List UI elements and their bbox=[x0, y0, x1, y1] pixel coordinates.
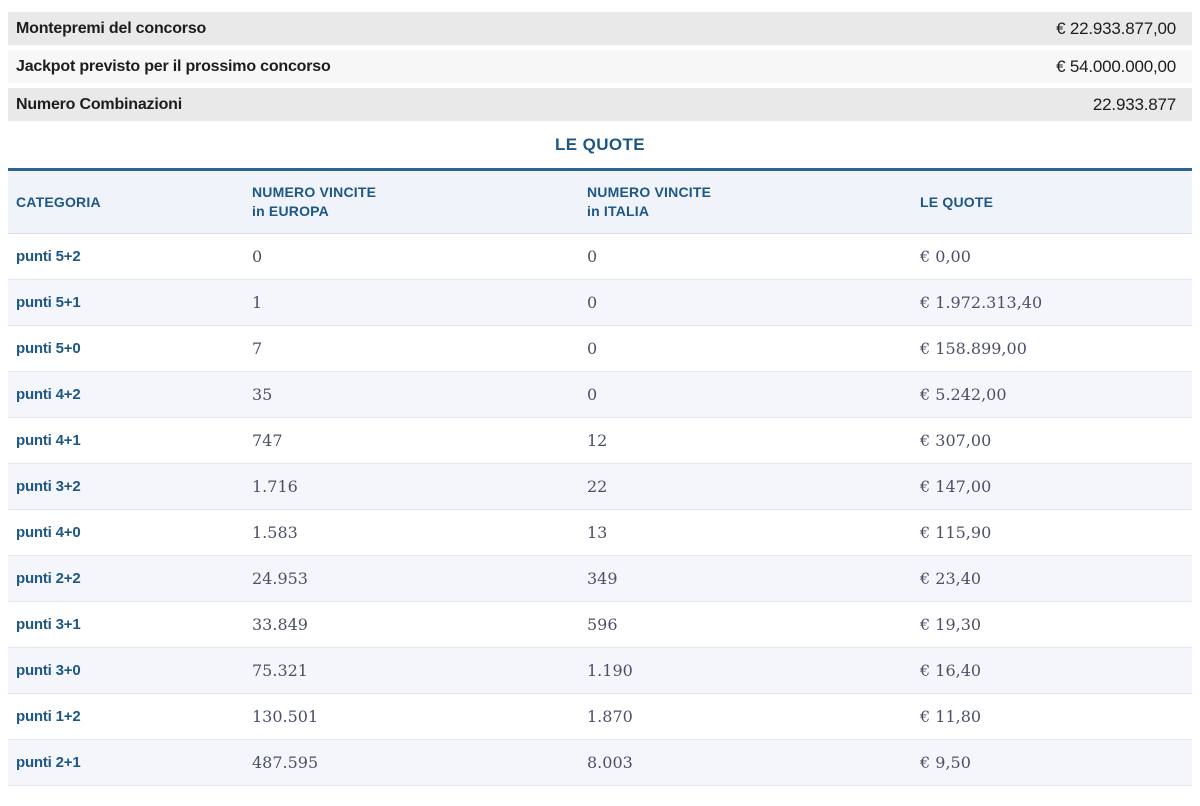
wins-europe-value: 487.595 bbox=[244, 739, 579, 786]
wins-europe-value: 747 bbox=[244, 417, 579, 464]
category-label: punti 3+1 bbox=[8, 601, 244, 648]
category-label: punti 5+2 bbox=[8, 233, 244, 280]
summary-row: Montepremi del concorso € 22.933.877,00 bbox=[8, 12, 1192, 45]
column-header-label: CATEGORIA bbox=[16, 193, 101, 210]
wins-europe-value: 1.716 bbox=[244, 463, 579, 510]
wins-europe-value: 75.321 bbox=[244, 647, 579, 694]
wins-europe-value: 1 bbox=[244, 279, 579, 326]
wins-italy-value: 1.190 bbox=[579, 647, 912, 694]
wins-europe-value: 24.953 bbox=[244, 555, 579, 602]
category-label: punti 4+0 bbox=[8, 509, 244, 556]
category-label: punti 5+0 bbox=[8, 325, 244, 372]
table-row: punti 1+2 130.501 1.870 € 11,80 bbox=[8, 693, 1192, 740]
table-row: punti 3+2 1.716 22 € 147,00 bbox=[8, 463, 1192, 510]
column-header-label: NUMERO VINCITE bbox=[587, 184, 712, 200]
wins-italy-value: 0 bbox=[579, 279, 912, 326]
quote-value: € 147,00 bbox=[912, 463, 1192, 510]
column-header-vincite-europa: NUMERO VINCITE in EUROPA bbox=[244, 169, 579, 234]
summary-value: 22.933.877 bbox=[1092, 94, 1176, 114]
category-label: punti 3+0 bbox=[8, 647, 244, 694]
summary-label: Numero Combinazioni bbox=[16, 95, 182, 113]
wins-italy-value: 349 bbox=[579, 555, 912, 602]
column-header-sublabel: in EUROPA bbox=[252, 203, 329, 219]
category-label: punti 1+2 bbox=[8, 693, 244, 740]
column-header-le-quote: LE QUOTE bbox=[912, 169, 1192, 234]
category-label: punti 4+1 bbox=[8, 417, 244, 464]
column-header-label: NUMERO VINCITE bbox=[252, 184, 377, 200]
quote-table: CATEGORIA NUMERO VINCITE in EUROPA NUMER… bbox=[8, 168, 1192, 786]
quote-value: € 23,40 bbox=[912, 555, 1192, 602]
section-title: LE QUOTE bbox=[554, 135, 646, 154]
wins-italy-value: 22 bbox=[579, 463, 912, 510]
column-header-sublabel: in ITALIA bbox=[587, 203, 650, 219]
table-row: punti 4+0 1.583 13 € 115,90 bbox=[8, 509, 1192, 556]
category-label: punti 2+2 bbox=[8, 555, 244, 602]
category-label: punti 2+1 bbox=[8, 739, 244, 786]
wins-europe-value: 35 bbox=[244, 371, 579, 418]
quote-value: € 307,00 bbox=[912, 417, 1192, 464]
table-row: punti 4+2 35 0 € 5.242,00 bbox=[8, 371, 1192, 418]
table-row: punti 2+1 487.595 8.003 € 9,50 bbox=[8, 739, 1192, 786]
wins-italy-value: 0 bbox=[579, 325, 912, 372]
summary-label: Jackpot previsto per il prossimo concors… bbox=[16, 57, 331, 75]
summary-value: € 22.933.877,00 bbox=[1056, 18, 1176, 38]
table-row: punti 5+2 0 0 € 0,00 bbox=[8, 233, 1192, 280]
wins-europe-value: 0 bbox=[244, 233, 579, 280]
summary-label: Montepremi del concorso bbox=[16, 19, 207, 37]
quote-value: € 158.899,00 bbox=[912, 325, 1192, 372]
wins-italy-value: 13 bbox=[579, 509, 912, 556]
category-label: punti 3+2 bbox=[8, 463, 244, 510]
table-row: punti 4+1 747 12 € 307,00 bbox=[8, 417, 1192, 464]
column-header-vincite-italia: NUMERO VINCITE in ITALIA bbox=[579, 169, 912, 234]
quote-value: € 11,80 bbox=[912, 693, 1192, 740]
quote-value: € 0,00 bbox=[912, 233, 1192, 280]
quote-value: € 16,40 bbox=[912, 647, 1192, 694]
category-label: punti 5+1 bbox=[8, 279, 244, 326]
table-header-row: CATEGORIA NUMERO VINCITE in EUROPA NUMER… bbox=[8, 169, 1192, 234]
column-header-categoria: CATEGORIA bbox=[8, 169, 244, 234]
table-row: punti 3+0 75.321 1.190 € 16,40 bbox=[8, 647, 1192, 694]
column-header-label: LE QUOTE bbox=[920, 193, 994, 210]
wins-europe-value: 7 bbox=[244, 325, 579, 372]
quote-value: € 19,30 bbox=[912, 601, 1192, 648]
wins-italy-value: 12 bbox=[579, 417, 912, 464]
quote-value: € 115,90 bbox=[912, 509, 1192, 556]
summary-row: Numero Combinazioni 22.933.877 bbox=[8, 88, 1192, 121]
summary-section: Montepremi del concorso € 22.933.877,00 … bbox=[0, 0, 1200, 121]
summary-value: € 54.000.000,00 bbox=[1056, 56, 1176, 76]
wins-europe-value: 130.501 bbox=[244, 693, 579, 740]
wins-europe-value: 33.849 bbox=[244, 601, 579, 648]
wins-europe-value: 1.583 bbox=[244, 509, 579, 556]
table-row: punti 2+2 24.953 349 € 23,40 bbox=[8, 555, 1192, 602]
wins-italy-value: 0 bbox=[579, 371, 912, 418]
category-label: punti 4+2 bbox=[8, 371, 244, 418]
table-row: punti 5+0 7 0 € 158.899,00 bbox=[8, 325, 1192, 372]
table-row: punti 5+1 1 0 € 1.972.313,40 bbox=[8, 279, 1192, 326]
quote-value: € 9,50 bbox=[912, 739, 1192, 786]
wins-italy-value: 0 bbox=[579, 233, 912, 280]
wins-italy-value: 1.870 bbox=[579, 693, 912, 740]
wins-italy-value: 596 bbox=[579, 601, 912, 648]
wins-italy-value: 8.003 bbox=[579, 739, 912, 786]
quote-value: € 1.972.313,40 bbox=[912, 279, 1192, 326]
summary-row: Jackpot previsto per il prossimo concors… bbox=[8, 50, 1192, 83]
quote-value: € 5.242,00 bbox=[912, 371, 1192, 418]
table-row: punti 3+1 33.849 596 € 19,30 bbox=[8, 601, 1192, 648]
